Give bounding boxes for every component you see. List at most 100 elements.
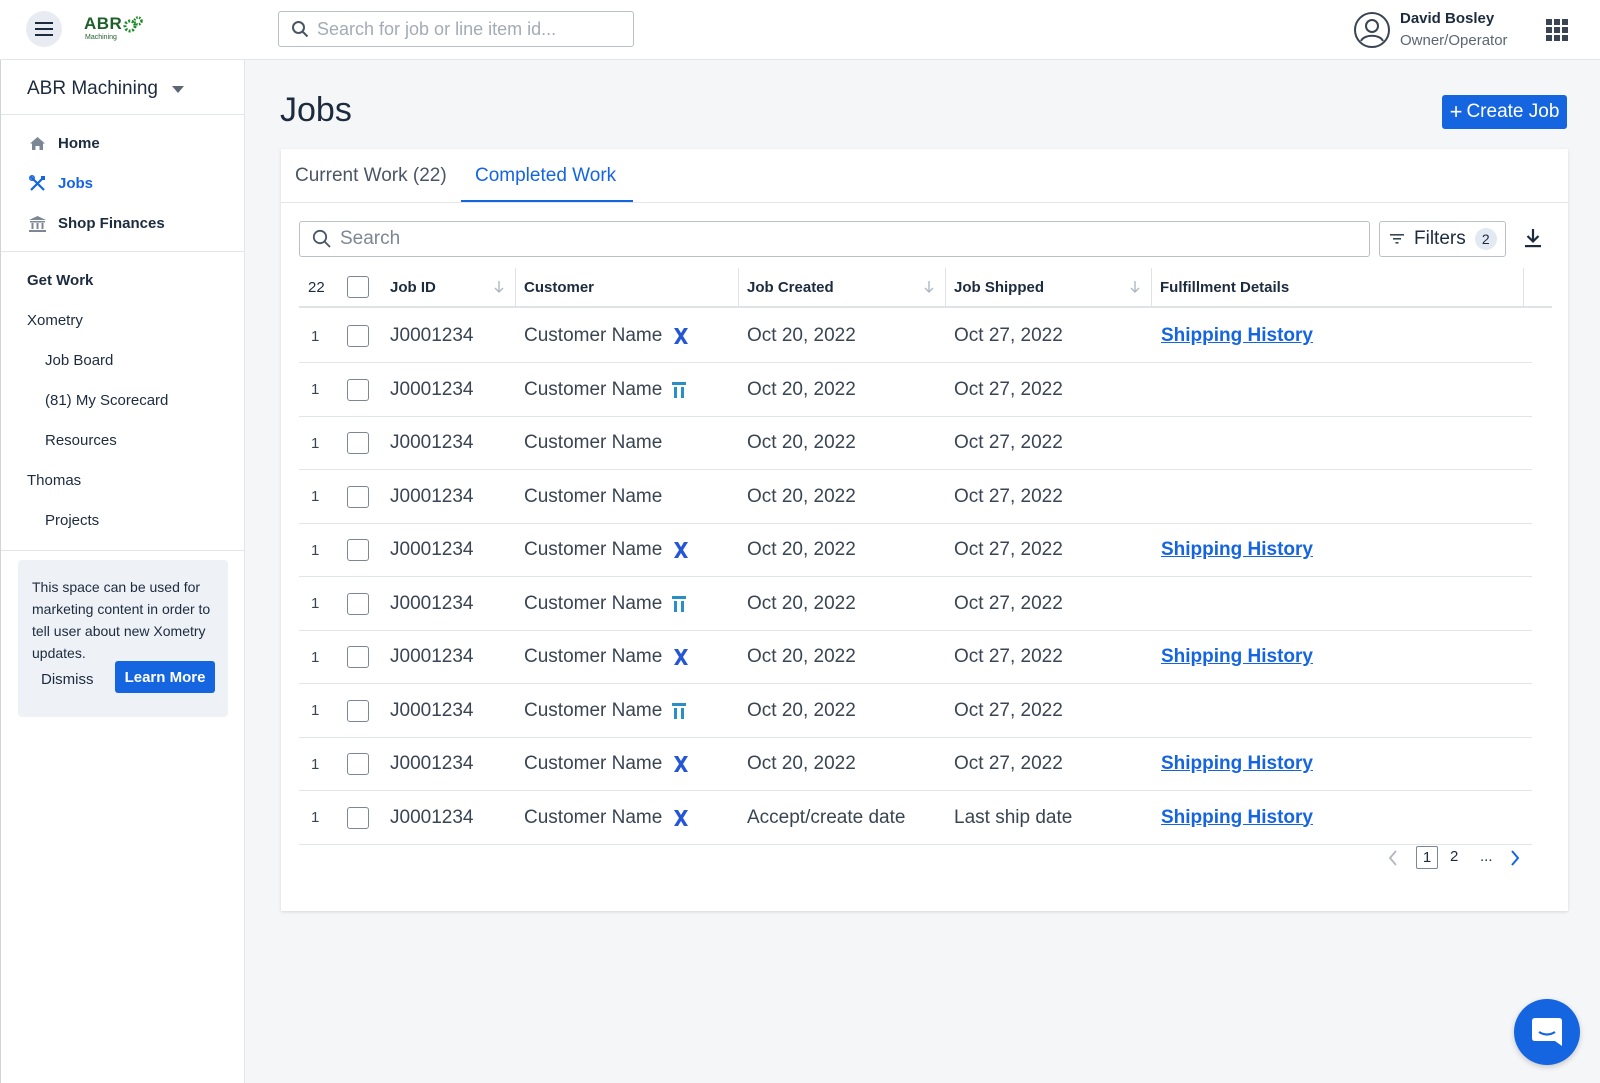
row-checkbox[interactable] <box>347 325 369 347</box>
header-job-created[interactable]: Job Created <box>747 278 834 296</box>
job-id-cell[interactable]: J0001234 <box>390 485 474 507</box>
sidebar-item-jobs[interactable]: Jobs <box>29 175 93 192</box>
caret-down-icon <box>171 85 184 93</box>
learn-more-button[interactable]: Learn More <box>115 661 215 693</box>
global-search-input[interactable] <box>317 18 607 40</box>
table-search-box <box>299 221 1370 257</box>
shipping-history-link[interactable]: Shipping History <box>1161 539 1313 560</box>
chat-launcher-button[interactable] <box>1514 999 1580 1065</box>
header-job-shipped[interactable]: Job Shipped <box>954 278 1044 296</box>
job-id-cell[interactable]: J0001234 <box>390 378 474 400</box>
sidebar-item-resources[interactable]: Resources <box>45 432 117 449</box>
customer-name: Customer Name <box>524 592 663 614</box>
company-logo[interactable]: ABR Machining <box>84 14 154 46</box>
row-checkbox[interactable] <box>347 806 369 829</box>
row-select-cell <box>347 364 369 416</box>
sort-arrow-icon[interactable] <box>1129 280 1141 294</box>
sidebar-item-projects[interactable]: Projects <box>45 512 100 529</box>
xometry-icon <box>674 649 689 665</box>
sidebar-group-thomas[interactable]: Thomas <box>27 472 82 489</box>
sidebar-item-label: Jobs <box>58 175 94 192</box>
customer-cell: Customer Name <box>524 524 690 576</box>
table-row[interactable]: 1 J0001234 Customer Name Accept/create date… <box>299 792 1532 845</box>
table-row[interactable]: 1 J0001234 Customer Name Oct 20, 2022 Oct 27… <box>299 578 1532 631</box>
row-checkbox[interactable] <box>347 592 369 615</box>
table-row[interactable]: 1 J0001234 Customer Name Oct 20, 2022 Oct 27… <box>299 471 1532 524</box>
dismiss-button[interactable]: Dismiss <box>41 671 94 688</box>
table-row[interactable]: 1 J0001234 Customer Name Oct 20, 2022 Oct 27… <box>299 738 1532 791</box>
gear-logo-icon <box>123 16 143 33</box>
create-job-button[interactable]: + Create Job <box>1442 95 1567 129</box>
sidebar-item-shop-finances[interactable]: Shop Finances <box>29 215 165 232</box>
quantity-cell: 1 <box>311 648 320 666</box>
row-select-cell <box>347 471 369 523</box>
row-checkbox[interactable] <box>347 699 369 722</box>
row-checkbox[interactable] <box>347 753 369 775</box>
sidebar-item-job-board[interactable]: Job Board <box>45 352 114 369</box>
job-created-cell: Oct 20, 2022 <box>747 325 856 346</box>
header-customer[interactable]: Customer <box>524 278 595 296</box>
row-checkbox[interactable] <box>347 432 369 454</box>
job-id-cell[interactable]: J0001234 <box>390 699 474 721</box>
apps-grid-icon[interactable] <box>1546 19 1568 41</box>
download-icon[interactable] <box>1524 228 1542 248</box>
filters-button[interactable]: Filters 2 <box>1379 221 1506 257</box>
table-search-input[interactable] <box>340 228 1320 250</box>
job-id-cell[interactable]: J0001234 <box>390 539 474 560</box>
tools-icon <box>29 175 45 191</box>
sort-arrow-icon[interactable] <box>923 280 935 294</box>
quantity-cell: 1 <box>311 434 320 452</box>
row-checkbox[interactable] <box>347 646 369 668</box>
shipping-history-link[interactable]: Shipping History <box>1161 646 1313 667</box>
quantity-cell: 1 <box>311 702 320 719</box>
sidebar-group-xometry[interactable]: Xometry <box>27 312 83 329</box>
table-row[interactable]: 1 J0001234 Customer Name Oct 20, 2022 Oct 27… <box>299 524 1532 577</box>
job-shipped-cell: Oct 27, 2022 <box>954 432 1063 453</box>
header-fulfillment-details[interactable]: Fulfillment Details <box>1160 278 1290 296</box>
shipping-history-link[interactable]: Shipping History <box>1161 325 1313 346</box>
customer-cell: Customer Name <box>524 364 687 416</box>
page-1-button[interactable]: 1 <box>1416 846 1438 869</box>
table-row[interactable]: 1 J0001234 Customer Name Oct 20, 2022 Oct 27… <box>299 631 1532 684</box>
chevron-left-icon[interactable] <box>1388 850 1398 866</box>
company-selector[interactable]: ABR Machining <box>27 78 184 100</box>
table-row[interactable]: 1 J0001234 Customer Name Oct 20, 2022 Oct 27… <box>299 685 1532 738</box>
job-id-cell[interactable]: J0001234 <box>390 432 474 453</box>
job-shipped-cell: Oct 27, 2022 <box>954 485 1063 507</box>
row-checkbox[interactable] <box>347 378 369 401</box>
customer-name: Customer Name <box>524 753 663 774</box>
quantity-cell: 1 <box>311 595 320 612</box>
row-checkbox[interactable] <box>347 539 369 561</box>
tab-completed-work[interactable]: Completed Work <box>475 165 617 186</box>
column-separator <box>738 268 739 306</box>
row-checkbox[interactable] <box>347 485 369 508</box>
tab-current-work[interactable]: Current Work (22) <box>295 165 447 186</box>
page-2-button[interactable]: 2 <box>1450 848 1459 865</box>
job-id-cell[interactable]: J0001234 <box>390 753 474 774</box>
user-name: David Bosley <box>1400 10 1495 27</box>
job-id-cell[interactable]: J0001234 <box>390 646 474 667</box>
user-menu[interactable]: David Bosley Owner/Operator <box>1353 8 1508 52</box>
sort-arrow-icon[interactable] <box>493 280 505 294</box>
job-id-cell[interactable]: J0001234 <box>390 806 474 828</box>
promo-card: This space can be used for marketing con… <box>18 560 228 717</box>
table-row[interactable]: 1 J0001234 Customer Name Oct 20, 2022 Oct 27… <box>299 310 1532 363</box>
filters-count-badge: 2 <box>1474 228 1497 250</box>
column-separator <box>945 268 946 306</box>
table-header: 22 Job ID Customer Job Created Job Shipp… <box>299 268 1552 308</box>
select-all-checkbox[interactable] <box>347 276 369 298</box>
job-created-cell: Oct 20, 2022 <box>747 753 856 774</box>
job-id-cell[interactable]: J0001234 <box>390 592 474 614</box>
table-row[interactable]: 1 J0001234 Customer Name Oct 20, 2022 Oct 27… <box>299 417 1532 470</box>
shipping-history-link[interactable]: Shipping History <box>1161 753 1313 774</box>
shipping-history-link[interactable]: Shipping History <box>1161 806 1313 828</box>
table-row[interactable]: 1 J0001234 Customer Name Oct 20, 2022 Oct 27… <box>299 364 1532 417</box>
divider <box>1 251 245 252</box>
hamburger-menu-button[interactable] <box>26 11 62 47</box>
chevron-right-icon[interactable] <box>1510 850 1520 866</box>
job-id-cell[interactable]: J0001234 <box>390 325 474 346</box>
sidebar-item-my-scorecard[interactable]: (81) My Scorecard <box>45 392 169 409</box>
sidebar-item-home[interactable]: Home <box>29 135 100 152</box>
header-job-id[interactable]: Job ID <box>390 278 436 296</box>
xometry-icon <box>674 328 689 344</box>
